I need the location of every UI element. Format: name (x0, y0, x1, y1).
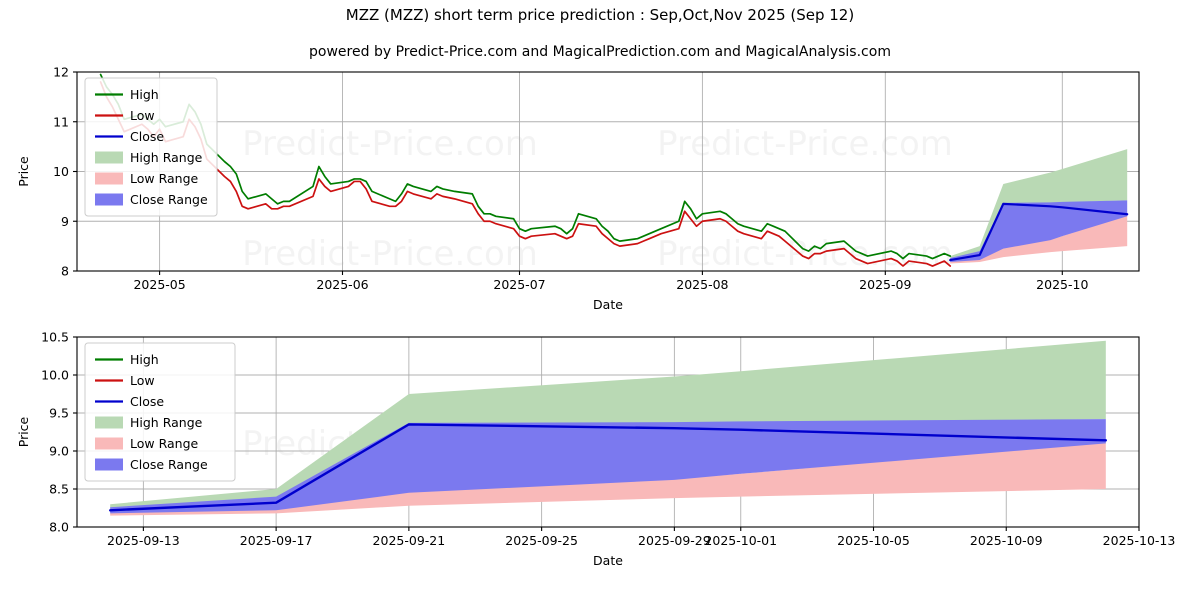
legend-item-label: High Range (130, 415, 203, 430)
x-tick-label: 2025-06 (316, 277, 368, 292)
legend-item-label: Close Range (130, 457, 208, 472)
page-title: MZZ (MZZ) short term price prediction : … (345, 6, 855, 24)
legend-item-label: High (130, 87, 159, 102)
close-range-band (950, 200, 1128, 263)
y-axis-label: Price (16, 416, 31, 447)
x-tick-label: 2025-10-01 (704, 533, 777, 548)
x-tick-label: 2025-09 (859, 277, 911, 292)
legend-swatch-patch (95, 172, 123, 185)
y-tick-label: 11 (53, 114, 69, 129)
watermark: Predict-Price.com (657, 234, 953, 274)
x-tick-label: 2025-09-21 (373, 533, 446, 548)
plot-frame (76, 336, 1140, 528)
high-range-band (110, 340, 1106, 509)
y-tick-label: 9 (61, 214, 69, 229)
watermark: Predict-Price.com (657, 124, 953, 164)
watermark: Predict-Price.com (242, 234, 538, 274)
x-tick-label: 2025-09-29 (638, 533, 711, 548)
legend-item-label: Low Range (130, 171, 199, 186)
y-tick-label: 9.0 (49, 444, 69, 459)
legend-item-label: Close (130, 394, 164, 409)
y-axis-label: Price (16, 156, 31, 187)
legend-item-label: Close Range (130, 192, 208, 207)
legend-swatch-patch (95, 151, 123, 164)
legend-item-label: High (130, 352, 159, 367)
x-tick-label: 2025-09-13 (107, 533, 180, 548)
watermark: Predict-Price.com (242, 124, 538, 164)
overview-chart: Predict-Price.com Predict-Price.com Predic… (16, 65, 1140, 310)
legend-item-label: Close (130, 129, 164, 144)
x-tick-label: 2025-05 (133, 277, 185, 292)
y-tick-label: 10 (53, 164, 69, 179)
legend-item-label: Low (130, 108, 155, 123)
y-tick-label: 10.5 (41, 330, 69, 345)
page-subtitle: powered by Predict-Price.com and Magical… (309, 44, 891, 60)
x-tick-label: 2025-10-05 (837, 533, 910, 548)
y-tick-label: 9.5 (49, 406, 69, 421)
close-line (108, 423, 1108, 512)
close-range-band (110, 419, 1106, 514)
high-range-band (950, 149, 1128, 260)
low-range-band (110, 441, 1106, 516)
y-tick-label: 12 (53, 65, 69, 80)
y-tick-label: 8.5 (49, 482, 69, 497)
x-tick-label: 2025-09-25 (505, 533, 578, 548)
legend-swatch-patch (95, 193, 123, 206)
low-range-band (950, 215, 1128, 264)
forecast-detail-chart: Predict-Price.comPredict-Price.com8.08.5… (16, 330, 1176, 569)
chart-legend: High Low Close High Range Low Range Close Ran… (84, 77, 218, 217)
high-line (99, 73, 952, 260)
legend-swatch-patch (95, 437, 123, 450)
legend-item-label: Low (130, 373, 155, 388)
legend-swatch-patch (95, 458, 123, 471)
x-tick-label: 2025-09-17 (240, 533, 313, 548)
x-tick-label: 2025-07 (493, 277, 545, 292)
y-tick-label: 10.0 (41, 368, 69, 383)
x-tick-label: 2025-10 (1036, 277, 1088, 292)
x-tick-label: 2025-10-09 (970, 533, 1043, 548)
close-line (949, 202, 1129, 262)
x-tick-label: 2025-08 (676, 277, 728, 292)
legend-swatch-patch (95, 416, 123, 429)
legend-item-label: Low Range (130, 436, 199, 451)
x-axis-label: Date (593, 297, 623, 310)
chart-legend: High Low Close High Range Low Range Close Ran… (84, 342, 236, 482)
x-tick-label: 2025-10-13 (1103, 533, 1176, 548)
y-tick-label: 8.0 (49, 520, 69, 535)
y-tick-label: 8 (61, 264, 69, 279)
x-axis-label: Date (593, 553, 623, 568)
legend-item-label: High Range (130, 150, 203, 165)
low-line (99, 81, 952, 267)
